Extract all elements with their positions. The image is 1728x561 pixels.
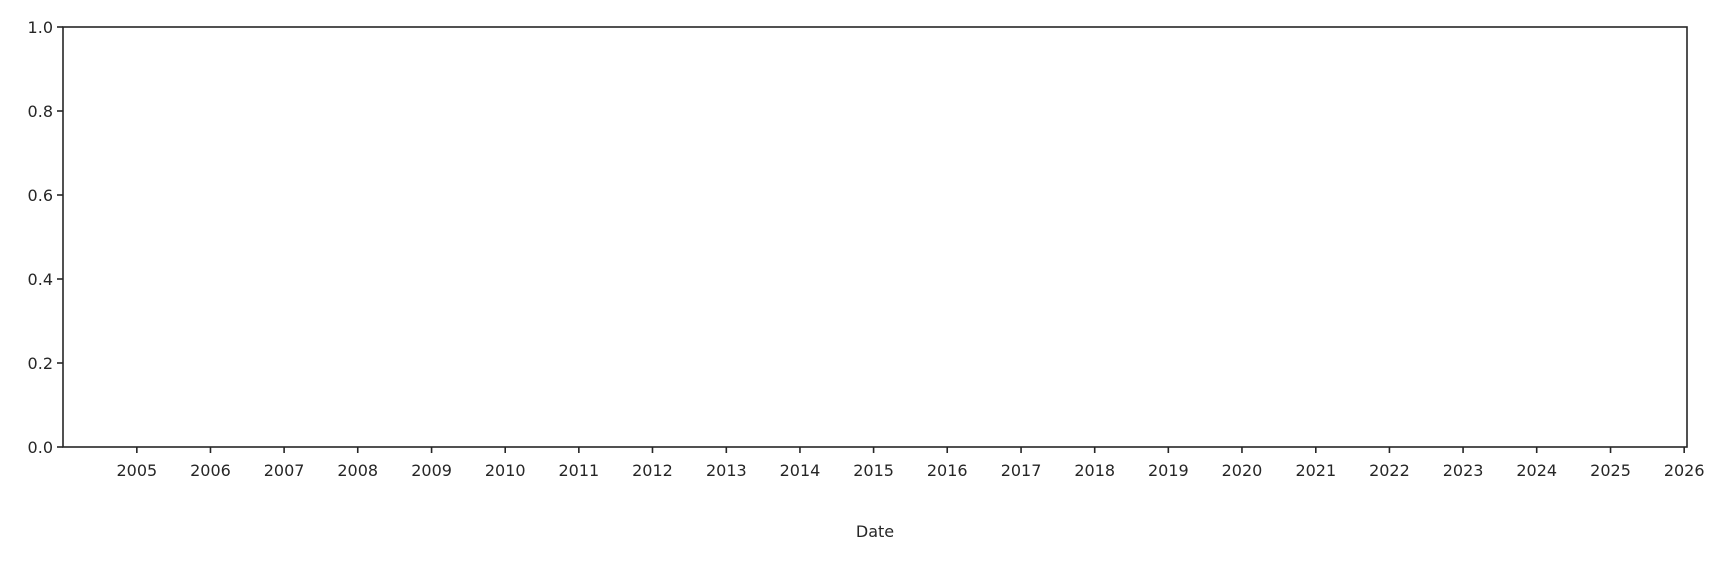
x-tick-label: 2025	[1590, 461, 1631, 480]
x-tick-label: 2008	[337, 461, 378, 480]
x-tick-label: 2024	[1516, 461, 1557, 480]
x-tick-label: 2020	[1222, 461, 1263, 480]
x-tick-label: 2016	[927, 461, 968, 480]
x-tick-label: 2018	[1074, 461, 1115, 480]
x-tick-label: 2005	[116, 461, 157, 480]
x-tick-label: 2014	[780, 461, 821, 480]
x-tick-label: 2013	[706, 461, 747, 480]
x-tick-label: 2019	[1148, 461, 1189, 480]
y-tick-label: 0.6	[28, 186, 53, 205]
x-axis-label: Date	[856, 522, 894, 541]
x-tick-label: 2023	[1443, 461, 1484, 480]
x-tick-label: 2007	[264, 461, 305, 480]
x-tick-label: 2022	[1369, 461, 1410, 480]
y-tick-label: 0.8	[28, 102, 53, 121]
plot-area	[62, 26, 1688, 448]
x-tick-label: 2010	[485, 461, 526, 480]
x-tick-label: 2021	[1295, 461, 1336, 480]
x-tick-label: 2026	[1664, 461, 1705, 480]
y-axis: 0.0 0.2 0.4 0.6 0.8 1.0	[28, 18, 63, 457]
y-tick-label: 1.0	[28, 18, 53, 37]
x-tick-label: 2009	[411, 461, 452, 480]
x-axis: 2005 2006 2007 2008 2009 2010 2011 2012 2013 2014…	[116, 447, 1705, 480]
x-tick-label: 2006	[190, 461, 231, 480]
x-tick-label: 2015	[853, 461, 894, 480]
y-tick-label: 0.2	[28, 354, 53, 373]
y-tick-label: 0.4	[28, 270, 53, 289]
x-tick-label: 2017	[1001, 461, 1042, 480]
x-tick-label: 2011	[558, 461, 599, 480]
y-tick-label: 0.0	[28, 438, 53, 457]
x-tick-label: 2012	[632, 461, 673, 480]
